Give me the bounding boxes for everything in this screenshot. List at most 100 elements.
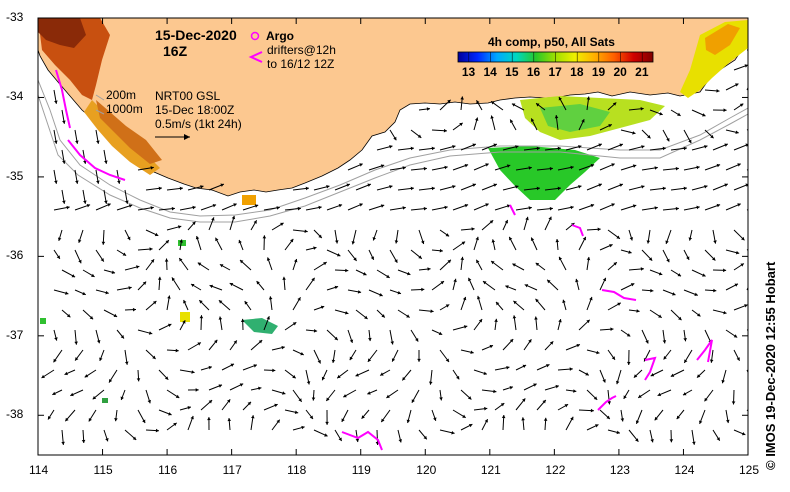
current-arrow-head: [171, 206, 175, 211]
current-arrow-head: [62, 200, 66, 204]
current-arrow-head: [128, 286, 132, 290]
current-arrow-head: [453, 278, 457, 283]
current-arrow-head: [522, 364, 527, 369]
current-arrow-head: [393, 136, 397, 141]
current-arrow-head: [686, 256, 690, 260]
current-arrow-head: [359, 163, 363, 167]
current-arrow-head: [338, 203, 343, 208]
current-arrow-head: [96, 180, 100, 184]
product-time-label: 15-Dec 18:00Z: [155, 103, 235, 117]
current-arrow-head: [602, 379, 606, 383]
current-arrow-head: [451, 430, 455, 435]
current-arrow-head: [483, 371, 487, 376]
current-arrow-head: [586, 256, 591, 261]
current-arrow-head: [183, 299, 187, 304]
current-arrow-head: [515, 185, 519, 189]
current-arrow-head: [321, 376, 326, 381]
current-arrow-head: [489, 344, 494, 349]
current-arrow-head: [654, 416, 658, 421]
current-arrow-head: [357, 290, 362, 294]
isobath-1000m: [38, 94, 748, 223]
current-arrow-head: [96, 140, 100, 144]
current-arrow-head: [150, 206, 154, 210]
drifter-track-4: [571, 224, 584, 237]
current-arrow-head: [505, 285, 509, 289]
current-arrow-head: [452, 185, 456, 189]
current-arrow-head: [641, 185, 645, 189]
current-arrow-head: [635, 438, 639, 442]
current-arrow-head: [323, 262, 327, 266]
current-arrow-head: [276, 419, 280, 424]
current-arrow-head: [173, 422, 177, 427]
current-arrow-head: [406, 419, 411, 423]
current-arrow-head: [491, 239, 496, 243]
current-arrow-head: [633, 374, 638, 378]
current-arrow-head: [750, 380, 753, 383]
current-arrow-head: [390, 341, 394, 345]
current-arrow-head: [530, 237, 535, 241]
current-arrow-head: [430, 309, 434, 314]
current-arrow: [755, 146, 771, 150]
current-arrow-head: [420, 240, 425, 245]
current-arrow-head: [417, 358, 421, 362]
current-arrow-head: [212, 203, 217, 208]
current-arrow-head: [683, 338, 687, 342]
current-arrow: [746, 248, 748, 251]
current-arrow-head: [149, 247, 153, 251]
current-arrow-head: [338, 437, 342, 442]
current-arrow-head: [611, 163, 615, 167]
current-arrow-head: [549, 206, 553, 211]
current-arrow-head: [83, 200, 87, 204]
drifter-track-7: [696, 339, 713, 363]
current-arrow-head: [648, 257, 653, 261]
current-arrow-head: [666, 258, 670, 263]
current-arrow-head: [530, 118, 535, 122]
current-arrow-head: [195, 388, 199, 392]
current-arrow-head: [251, 415, 255, 419]
current-arrow-head: [619, 143, 623, 147]
current-arrow-head: [546, 364, 550, 368]
current-arrow-head: [658, 314, 662, 318]
credit-text: © IMOS 19-Dec-2020 12:55 Hobart: [763, 261, 778, 470]
current-arrow-head: [104, 200, 108, 204]
current-arrow-head: [297, 206, 301, 211]
current-arrow-head: [297, 297, 301, 301]
current-arrow-head: [334, 240, 339, 244]
current-arrow-head: [654, 166, 658, 170]
current-arrow-head: [233, 203, 237, 207]
current-arrow-head: [725, 419, 730, 424]
current-arrow-head: [744, 304, 748, 308]
current-arrow-head: [509, 386, 513, 390]
current-arrow-head: [247, 401, 251, 406]
lat-tick-label: -38: [6, 407, 24, 422]
current-arrow-head: [379, 293, 383, 297]
current-arrow-head: [334, 336, 338, 341]
current-arrow-head: [609, 244, 613, 248]
current-arrow-head: [208, 365, 212, 370]
current-arrow-head: [274, 403, 278, 408]
current-arrow-head: [459, 122, 463, 127]
current-arrow-head: [86, 204, 91, 208]
current-arrow-head: [740, 263, 744, 267]
current-arrow-head: [610, 327, 614, 332]
current-arrow-head: [187, 406, 191, 410]
current-arrow-head: [757, 123, 760, 126]
colorbar-tick-label: 13: [461, 65, 476, 79]
current-arrow-head: [104, 160, 108, 164]
current-arrow-head: [177, 225, 182, 229]
current-arrow-head: [623, 395, 627, 399]
current-arrow-head: [632, 131, 636, 135]
current-arrow-head: [326, 185, 330, 189]
current-arrow-head: [675, 166, 679, 171]
current-arrow-head: [716, 163, 721, 168]
product-label: NRT00 GSL: [155, 89, 221, 103]
current-arrow-head: [402, 376, 406, 381]
current-arrow-head: [626, 333, 631, 337]
current-arrow-head: [136, 265, 140, 269]
current-arrow-head: [355, 373, 359, 377]
current-arrow-head: [411, 399, 415, 403]
current-arrow-head: [549, 166, 553, 171]
current-arrow-head: [650, 439, 654, 443]
current-arrow-head: [755, 327, 758, 331]
